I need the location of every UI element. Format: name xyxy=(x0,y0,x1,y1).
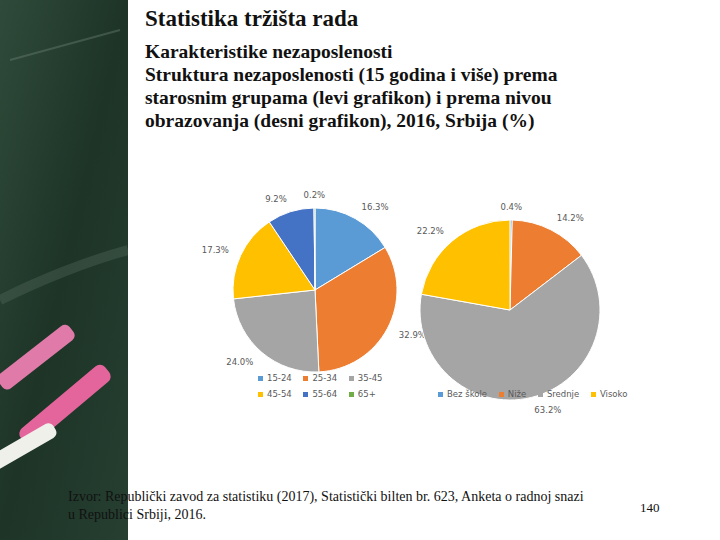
html-text:starosnim grupama (levi grafik: starosnim grupama (levi grafikon) i prem… xyxy=(145,87,552,108)
html-text:15-24: 15-24 xyxy=(267,373,292,383)
svg-text:32.9%: 32.9% xyxy=(399,330,426,340)
svg-text:63.2%: 63.2% xyxy=(534,405,561,415)
html-text:65+: 65+ xyxy=(357,389,376,399)
html-text:Visoko: Visoko xyxy=(599,389,628,399)
html-text:Statistika tržišta rada: Statistika tržišta rada xyxy=(145,6,359,31)
html-text:obrazovanja (desni grafikon),: obrazovanja (desni grafikon), 2016, Srbi… xyxy=(145,110,535,131)
svg-text:0.2%: 0.2% xyxy=(304,190,326,200)
html-text:Bez škole: Bez škole xyxy=(447,389,488,399)
svg-text:14.2%: 14.2% xyxy=(557,213,584,223)
svg-text:0.4%: 0.4% xyxy=(500,202,522,212)
svg-text:22.2%: 22.2% xyxy=(417,226,444,236)
html-text:Srednje: Srednje xyxy=(546,389,580,399)
html-text:140: 140 xyxy=(640,500,660,515)
html-text:45-54: 45-54 xyxy=(267,389,292,399)
svg-text:9.2%: 9.2% xyxy=(265,194,287,204)
html-text:35-45: 35-45 xyxy=(357,373,383,383)
html-text:55-64: 55-64 xyxy=(312,389,338,399)
svg-text:17.3%: 17.3% xyxy=(202,245,229,255)
html-text:Izvor: Republički zavod za sta: Izvor: Republički zavod za statistiku (2… xyxy=(68,489,584,504)
html-text:Niže: Niže xyxy=(507,389,527,399)
svg-text:16.3%: 16.3% xyxy=(362,202,389,212)
html-text:Struktura nezaposlenosti (15 g: Struktura nezaposlenosti (15 godina i vi… xyxy=(145,64,558,85)
html-text:u Republici Srbiji, 2016.: u Republici Srbiji, 2016. xyxy=(68,507,207,522)
svg-text:24.0%: 24.0% xyxy=(226,357,253,367)
html-text:25-34: 25-34 xyxy=(312,373,338,383)
html-text:Karakteristike nezaposlenosti: Karakteristike nezaposlenosti xyxy=(145,41,393,62)
